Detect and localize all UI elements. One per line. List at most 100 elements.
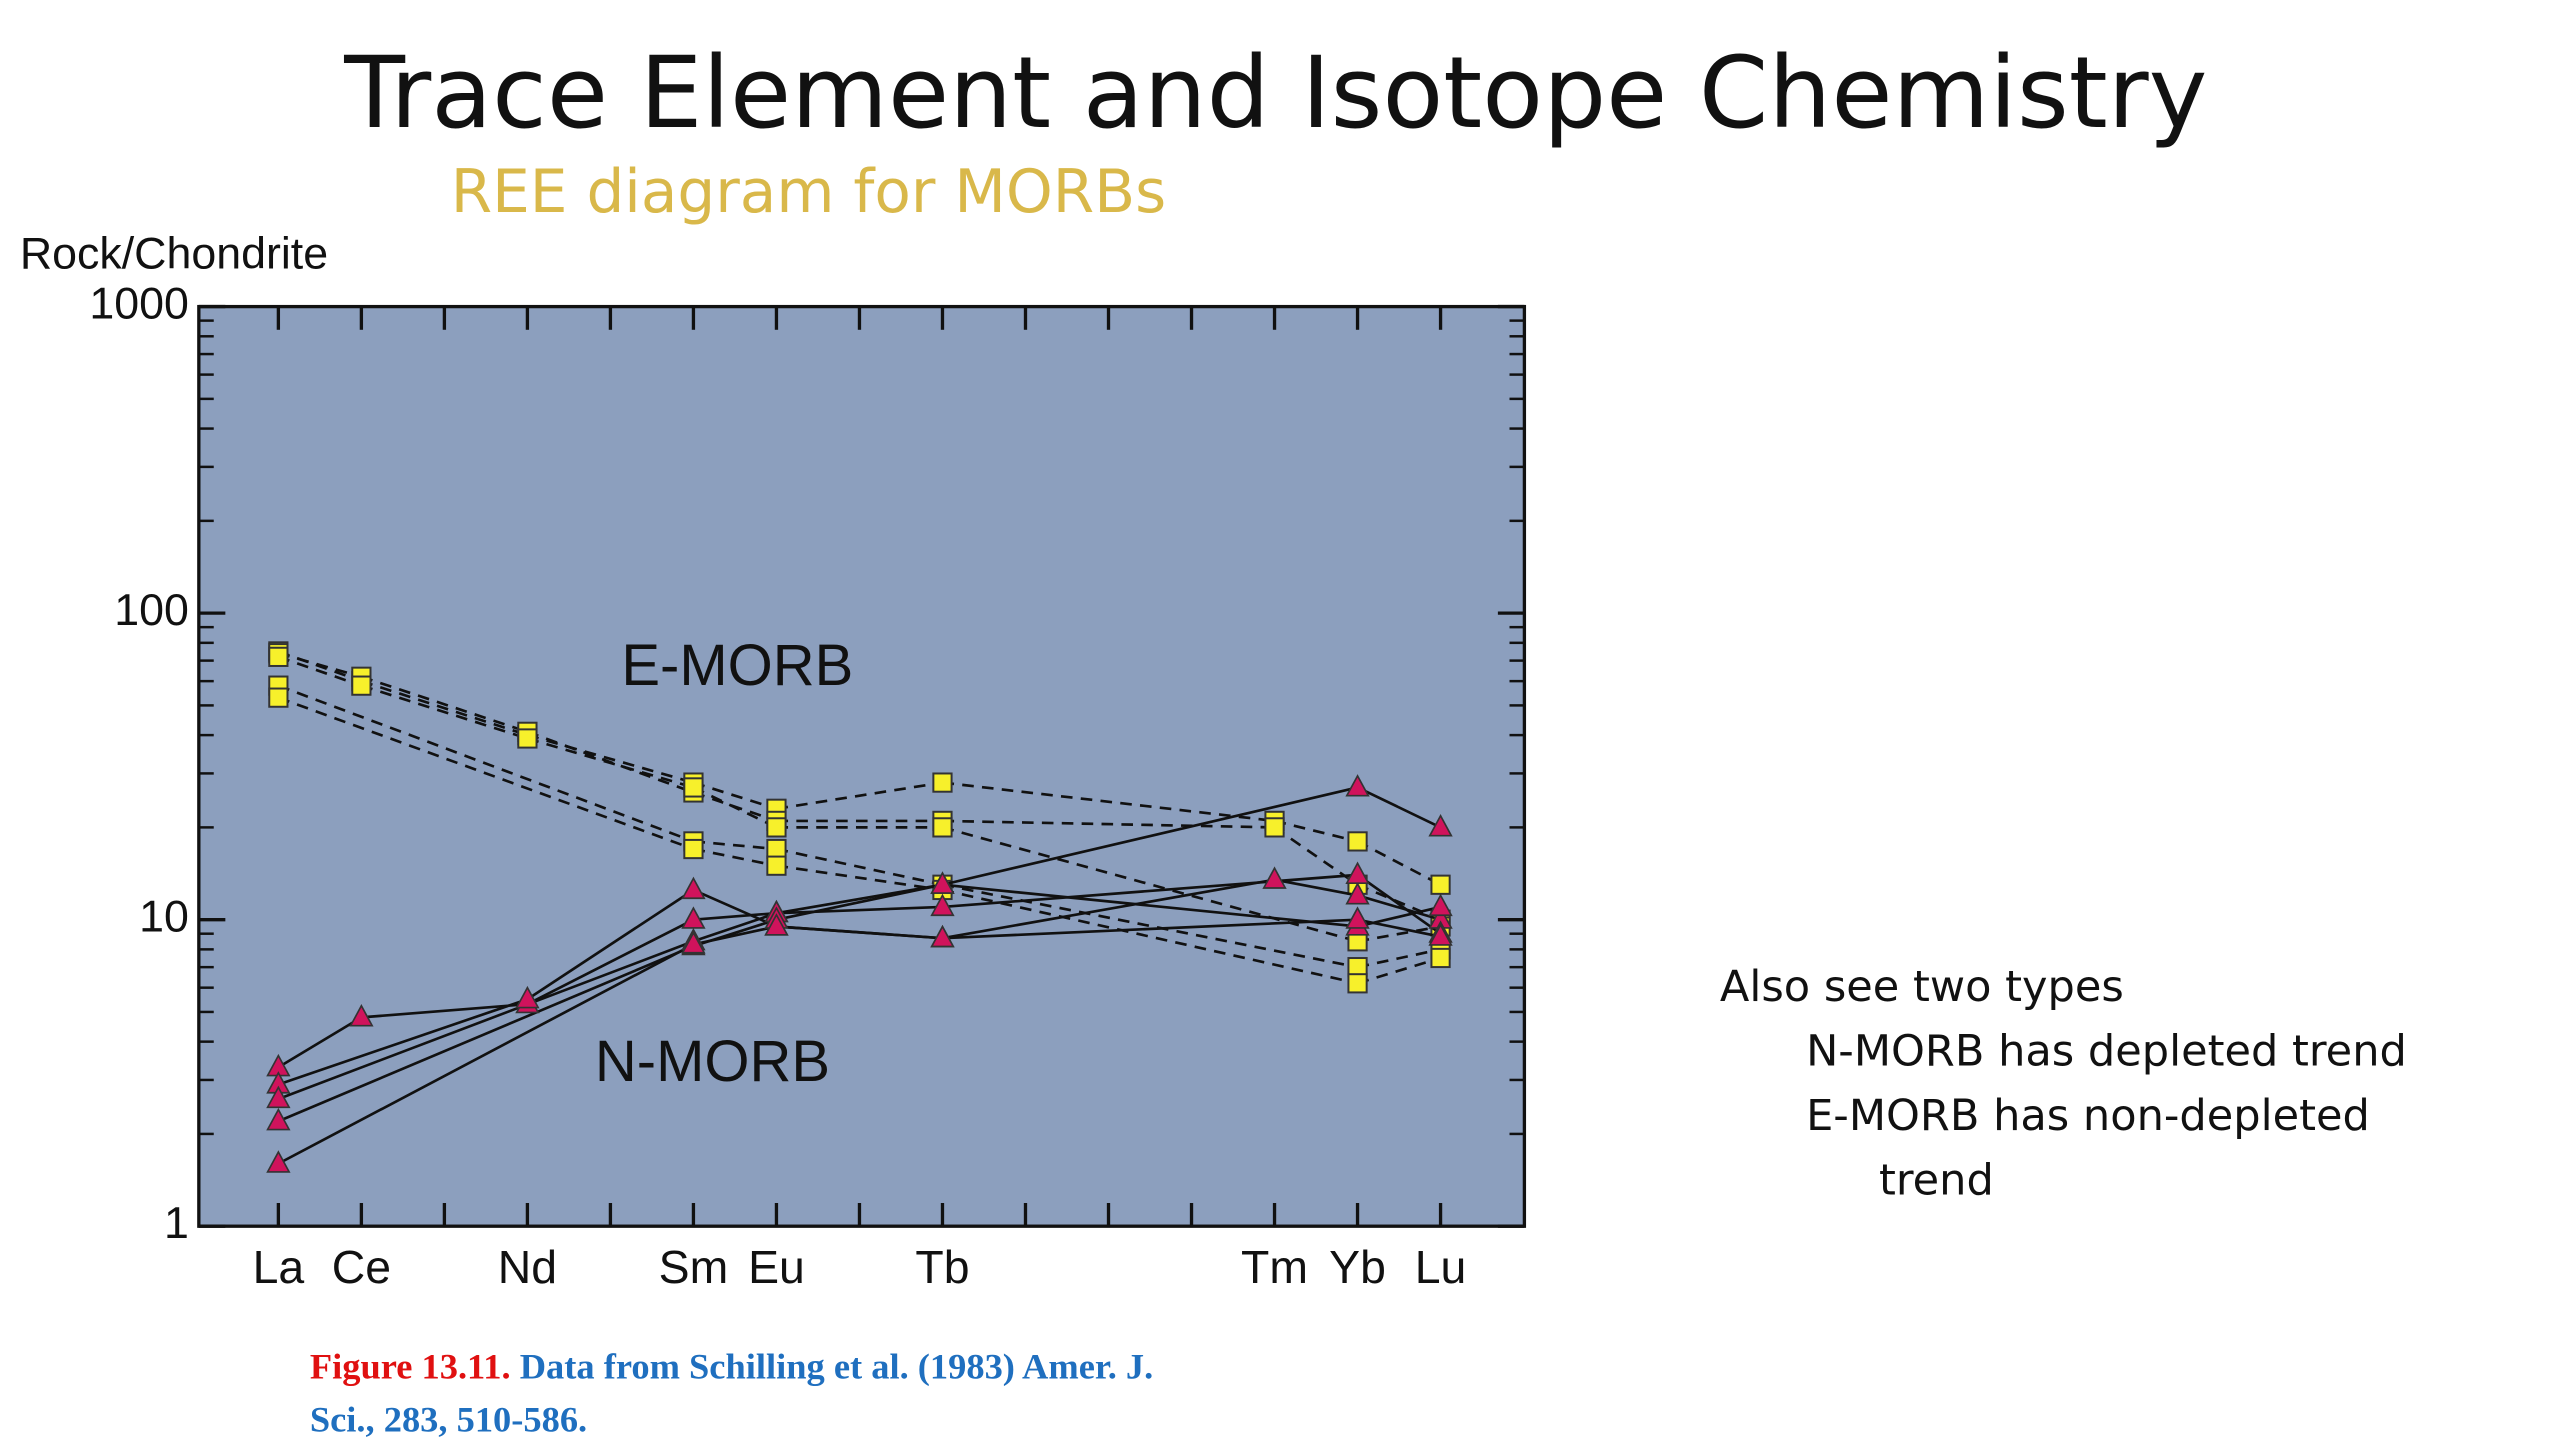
- line-segment: [1356, 840, 1442, 886]
- line-segment: [526, 888, 695, 1001]
- line-segment: [692, 786, 778, 829]
- line-segment: [942, 781, 1275, 823]
- line-segment: [1357, 948, 1441, 969]
- line-segment: [942, 918, 1358, 940]
- plot-area: [198, 306, 1525, 1227]
- line-segment: [942, 883, 1358, 928]
- line-segment: [776, 925, 943, 940]
- note-item: E-MORB has non-depleted: [1806, 1091, 2370, 1141]
- line-segment: [277, 997, 528, 1086]
- caption: Figure 13.11. Data from Schilling et al.…: [310, 1347, 1153, 1387]
- series-label: E-MORB: [621, 634, 853, 698]
- x-tick-label: Tb: [915, 1241, 969, 1293]
- y-axis-label: Rock/Chondrite: [20, 230, 328, 279]
- y-tick-label: 1000: [89, 279, 188, 328]
- x-tick-label: Tm: [1241, 1241, 1308, 1293]
- line-segment: [278, 651, 362, 679]
- note-heading: Also see two types: [1720, 962, 2124, 1012]
- marker: [268, 687, 289, 708]
- x-tick-label: Eu: [748, 1241, 805, 1293]
- series-label: N-MORB: [595, 1030, 830, 1094]
- line-segment: [1356, 873, 1442, 935]
- line-segment: [776, 847, 943, 887]
- x-tick-label: Lu: [1415, 1241, 1467, 1293]
- line-segment: [1357, 956, 1441, 985]
- marker: [351, 675, 372, 696]
- x-tick-label: Sm: [659, 1241, 729, 1293]
- line-segment: [277, 696, 694, 851]
- marker: [932, 772, 953, 793]
- line-segment: [277, 943, 695, 1165]
- y-tick-label: 100: [114, 586, 189, 635]
- marker: [1430, 947, 1451, 969]
- line-segment: [277, 1016, 363, 1069]
- marker: [1347, 973, 1368, 994]
- marker: [1428, 923, 1453, 946]
- marker: [932, 817, 953, 838]
- marker: [268, 646, 289, 667]
- marker: [766, 838, 787, 860]
- marker: [349, 1004, 374, 1027]
- marker: [1430, 874, 1451, 895]
- marker: [681, 931, 706, 954]
- line-segment: [776, 883, 943, 921]
- line-segment: [692, 888, 777, 928]
- marker: [681, 876, 706, 900]
- line-segment: [942, 888, 1358, 985]
- line-segment: [942, 873, 1358, 909]
- line-segment: [277, 944, 694, 1123]
- marker: [1345, 861, 1370, 884]
- line-segment: [693, 847, 777, 867]
- marker: [1264, 817, 1285, 838]
- marker: [1347, 831, 1368, 852]
- marker: [517, 728, 538, 749]
- line-segment: [776, 905, 943, 915]
- line-segment: [1274, 878, 1358, 897]
- marker: [1428, 814, 1453, 837]
- marker: [266, 1107, 291, 1131]
- marker: [1262, 866, 1287, 889]
- marker: [266, 1150, 291, 1173]
- line-segment: [693, 911, 777, 943]
- line-segment: [1357, 918, 1441, 938]
- y-tick-label: 1: [164, 1199, 189, 1248]
- marker: [1428, 893, 1453, 917]
- line-segment: [527, 737, 694, 789]
- line-segment: [277, 684, 694, 843]
- line-segment: [693, 911, 777, 921]
- line-segment: [360, 679, 528, 737]
- x-tick-label: Nd: [498, 1241, 557, 1293]
- marker: [515, 985, 540, 1009]
- line-segment: [942, 819, 1275, 829]
- marker: [1345, 774, 1370, 797]
- x-tick-label: Yb: [1329, 1241, 1386, 1293]
- line-segment: [693, 781, 777, 811]
- plot: 1 10 100 1000 La Ce Nd Sm Eu Tb Tm Yb Lu E-MORB N-MORB: [89, 279, 1527, 1293]
- line-segment: [942, 883, 1358, 969]
- marker: [266, 1085, 291, 1109]
- line-segment: [1357, 894, 1441, 921]
- marker: [930, 924, 955, 948]
- note-item: trend: [1879, 1156, 1994, 1206]
- line-segment: [277, 940, 694, 1101]
- marker: [930, 871, 955, 894]
- line-segment: [693, 925, 777, 946]
- line-segment: [360, 675, 528, 734]
- marker: [1345, 882, 1370, 905]
- line-segment: [942, 878, 1275, 940]
- note-item: N-MORB has depleted trend: [1806, 1026, 2407, 1076]
- marker: [681, 906, 706, 929]
- slide-title: Trace Element and Isotope Chemistry: [343, 36, 2207, 151]
- line-segment: [776, 781, 943, 811]
- marker: [764, 913, 789, 936]
- y-tick-label: 10: [139, 892, 189, 941]
- marker: [1345, 906, 1370, 929]
- line-segment: [942, 786, 1358, 887]
- slide-subtitle: REE diagram for MORBs: [451, 158, 1167, 227]
- caption-text: Data from Schilling et al. (1983) Amer. …: [520, 1347, 1154, 1387]
- caption-label: Figure 13.11.: [310, 1347, 511, 1387]
- line-segment: [1357, 925, 1441, 943]
- plot-frame: [197, 304, 1527, 1228]
- x-tick-label: La: [253, 1241, 305, 1293]
